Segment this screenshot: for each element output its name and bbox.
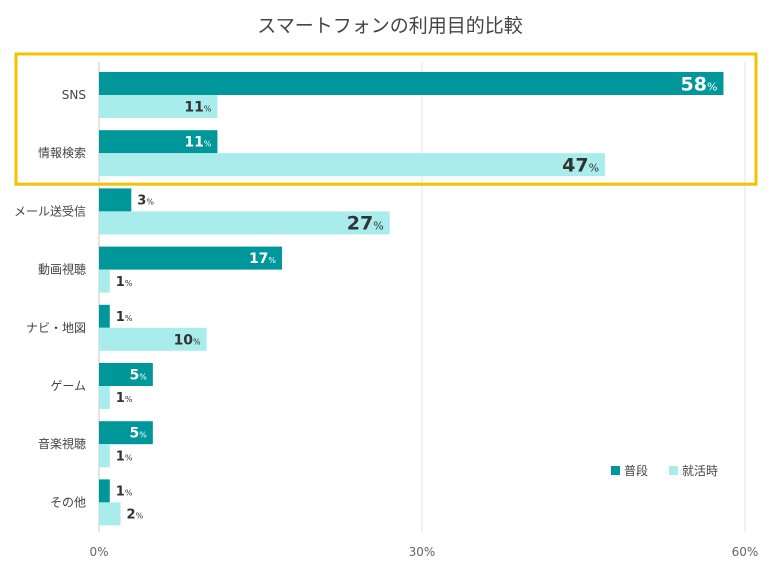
bar-normal <box>99 72 724 95</box>
bar-job-hunting <box>99 444 110 468</box>
data-label: 5% <box>129 368 147 384</box>
data-label: 27% <box>347 213 384 235</box>
category-label: 動画視聴 <box>38 262 86 277</box>
bar-normal <box>99 246 283 270</box>
bars: 58% 11% 11% 47% 3% 27% 17% 1% 1% 10% 5% 1% 5% 1% 1% 2% <box>99 72 724 526</box>
data-label: 1% <box>116 391 133 406</box>
legend-label: 普段 <box>624 463 648 478</box>
bar-job-hunting <box>99 386 110 409</box>
chart-title: スマートフォンの利用目的比較 <box>257 15 522 37</box>
x-tick-label: 30% <box>409 545 436 559</box>
data-label: 3% <box>137 194 154 209</box>
x-axis-ticks: 0% 30% 60% <box>89 545 758 559</box>
category-label: 情報検索 <box>38 146 86 160</box>
category-label: ゲーム <box>50 379 86 393</box>
category-label: ナビ・地図 <box>26 321 86 335</box>
data-label: 58% <box>681 73 718 95</box>
bar-job-hunting <box>99 211 390 235</box>
data-label: 47% <box>562 155 599 177</box>
bar-job-hunting <box>99 327 207 351</box>
data-label: 5% <box>129 426 147 442</box>
legend: 普段 就活時 <box>611 463 718 478</box>
category-label: メール送受信 <box>14 203 86 218</box>
bar-normal <box>99 304 110 328</box>
data-label: 17% <box>249 251 276 267</box>
data-label: 11% <box>184 100 211 116</box>
data-label: 1% <box>116 310 133 325</box>
bar-normal <box>99 421 153 445</box>
x-tick-label: 0% <box>89 545 108 559</box>
legend-label: 就活時 <box>682 464 718 478</box>
bar-normal <box>99 363 153 386</box>
data-label: 1% <box>116 275 133 290</box>
data-label: 2% <box>127 508 144 523</box>
data-label: 11% <box>184 135 211 151</box>
highlight-box <box>14 52 758 186</box>
data-label: 1% <box>116 485 133 500</box>
data-label: 1% <box>116 449 133 464</box>
category-label: 音楽視聴 <box>38 436 86 451</box>
bar-job-hunting <box>99 269 110 293</box>
category-label: SNS <box>62 88 86 102</box>
bar-normal <box>99 479 110 503</box>
bar-normal <box>99 188 132 212</box>
category-label: その他 <box>50 495 86 509</box>
legend-swatch <box>669 466 678 475</box>
bar-job-hunting <box>99 95 218 118</box>
bar-job-hunting <box>99 502 121 526</box>
legend-swatch <box>611 466 620 475</box>
x-tick-label: 60% <box>732 545 759 559</box>
data-label: 10% <box>174 332 201 348</box>
bar-normal <box>99 130 218 154</box>
bar-job-hunting <box>99 153 606 177</box>
